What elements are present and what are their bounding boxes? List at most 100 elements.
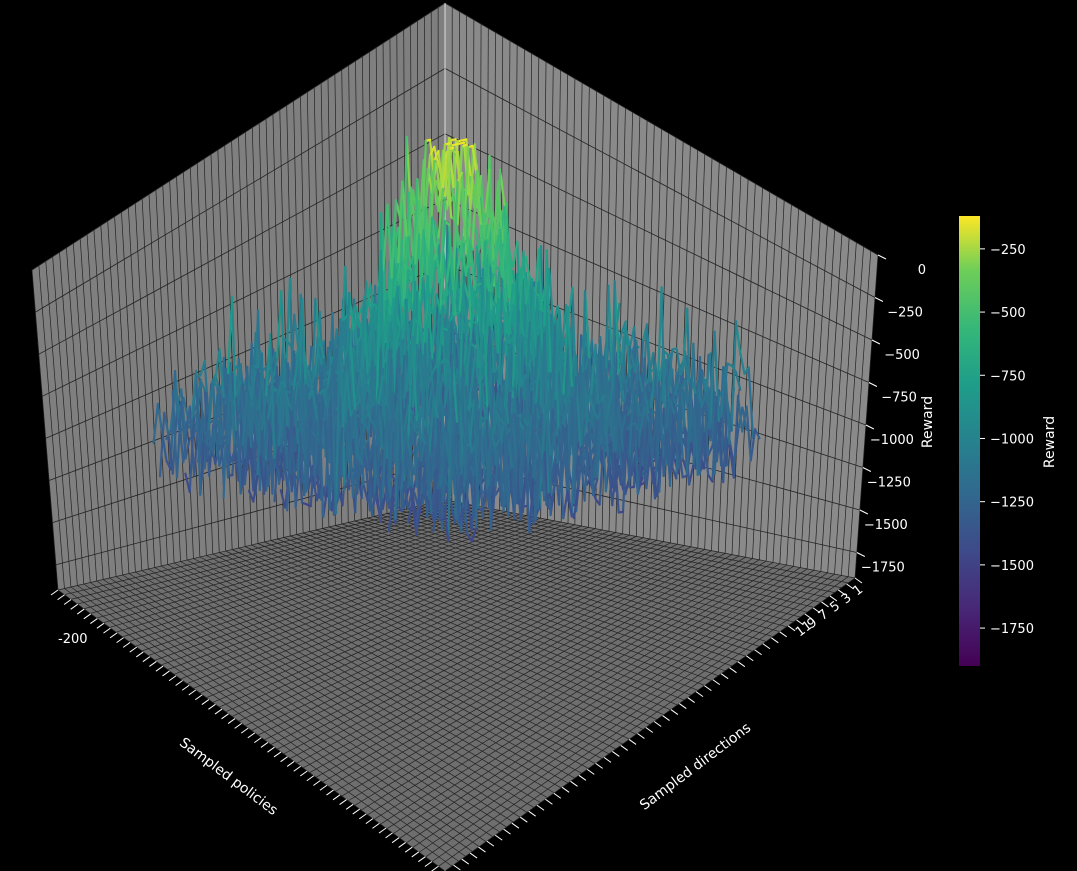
colorbar-tick-label: −1250 bbox=[990, 496, 1034, 511]
surface-segment bbox=[292, 397, 299, 445]
surface-segment bbox=[222, 373, 229, 499]
surface-segment bbox=[583, 394, 591, 438]
surface-segment bbox=[351, 414, 359, 462]
surface-segment bbox=[381, 409, 388, 499]
surface-segment bbox=[596, 397, 604, 406]
surface-segment bbox=[267, 410, 274, 495]
surface-segment bbox=[439, 143, 446, 201]
floor-grid-line bbox=[83, 583, 473, 852]
surface-segment bbox=[634, 394, 642, 417]
wall-grid-line bbox=[847, 250, 872, 577]
z-tick-label: −1500 bbox=[864, 518, 908, 533]
z-tick-label: −500 bbox=[884, 348, 920, 363]
y-tick-label: 3 bbox=[839, 590, 855, 607]
surface-segment bbox=[441, 150, 448, 190]
surface-segment bbox=[428, 145, 436, 157]
y-tick-mark bbox=[712, 679, 721, 686]
wall-grid-line bbox=[79, 238, 104, 580]
surface-segment bbox=[545, 249, 553, 388]
surface-segment bbox=[250, 369, 257, 401]
x-tick-mark bbox=[109, 632, 118, 639]
y-tick-mark bbox=[737, 661, 746, 668]
surface-segment bbox=[484, 212, 491, 224]
surface-segment bbox=[510, 466, 518, 503]
y-tick-mark bbox=[796, 619, 804, 626]
surface-segment bbox=[228, 374, 236, 445]
colorbar bbox=[959, 216, 980, 666]
surface-segment bbox=[507, 336, 514, 346]
surface-segment bbox=[402, 405, 410, 433]
surface-segment bbox=[435, 161, 442, 201]
surface-segment bbox=[538, 419, 546, 502]
surface-segment bbox=[545, 418, 552, 487]
surface-segment bbox=[457, 486, 465, 501]
surface-segment bbox=[384, 321, 391, 366]
wall-grid-line bbox=[128, 207, 149, 570]
y-tick-mark bbox=[854, 577, 863, 584]
colorbar-tick-label: −500 bbox=[990, 306, 1026, 321]
y-tick-mark bbox=[486, 840, 495, 847]
floor-grid-line bbox=[57, 589, 446, 871]
surface-segment bbox=[668, 446, 676, 479]
wall-grid-line bbox=[813, 229, 836, 571]
surface-segment bbox=[471, 170, 478, 251]
surface-segment bbox=[428, 350, 436, 406]
surface-segment bbox=[247, 489, 255, 503]
x-tick-mark bbox=[116, 637, 124, 644]
surface-segment bbox=[658, 351, 665, 385]
surface-segment bbox=[199, 360, 206, 377]
surface-segment bbox=[277, 463, 285, 481]
surface-segment bbox=[501, 218, 508, 279]
colorbar-tick-label: −1500 bbox=[990, 559, 1034, 574]
surface-segment bbox=[428, 368, 436, 381]
x-tick-mark bbox=[391, 837, 400, 844]
y-tick-mark bbox=[570, 780, 578, 787]
surface-segment bbox=[485, 431, 492, 492]
surface-segment bbox=[511, 273, 519, 401]
surface-segment bbox=[413, 438, 420, 476]
surface-segment bbox=[528, 450, 535, 525]
surface-segment bbox=[540, 405, 548, 460]
y-tick-mark bbox=[821, 601, 829, 608]
x-tick-mark bbox=[339, 799, 347, 805]
surface-segment bbox=[704, 391, 712, 429]
surface-segment bbox=[749, 428, 757, 462]
surface-segment bbox=[457, 390, 465, 465]
floor-grid-line bbox=[419, 572, 828, 853]
wall-grid-line bbox=[827, 238, 850, 573]
y-tick-mark bbox=[494, 834, 503, 841]
wall-grid-line bbox=[107, 221, 130, 574]
surface-segment bbox=[413, 491, 420, 510]
surface-segment bbox=[415, 461, 422, 536]
surface-segment bbox=[592, 407, 599, 421]
surface-segment bbox=[317, 402, 325, 519]
x-tick-mark bbox=[162, 670, 170, 677]
x-tick-mark bbox=[149, 661, 157, 667]
surface-segment bbox=[392, 285, 400, 396]
surface-segment bbox=[594, 418, 601, 480]
surface-segment bbox=[171, 389, 179, 479]
surface-segment bbox=[439, 220, 446, 314]
surface-segment bbox=[464, 456, 471, 482]
z-tick-mark bbox=[877, 254, 887, 260]
surface-segment bbox=[645, 444, 652, 490]
x-tick-mark bbox=[431, 865, 439, 871]
x-tick-mark bbox=[234, 722, 242, 729]
surface-segment bbox=[474, 428, 482, 531]
surface-segment bbox=[203, 430, 210, 444]
surface-segment bbox=[396, 459, 403, 503]
surface-segment bbox=[248, 435, 255, 492]
surface-segment bbox=[626, 455, 633, 477]
surface-segment bbox=[313, 434, 321, 443]
surface-segment bbox=[403, 191, 410, 299]
surface-segment bbox=[418, 229, 425, 303]
y-tick-mark bbox=[528, 810, 536, 817]
surface-segment bbox=[439, 357, 446, 366]
surface-segment bbox=[660, 429, 667, 451]
surface-segment bbox=[454, 326, 462, 367]
surface-segment bbox=[463, 301, 470, 333]
surface-segment bbox=[387, 486, 395, 533]
wall-grid-line bbox=[265, 118, 278, 540]
surface-segment bbox=[492, 365, 499, 375]
surface-segment bbox=[492, 413, 499, 437]
